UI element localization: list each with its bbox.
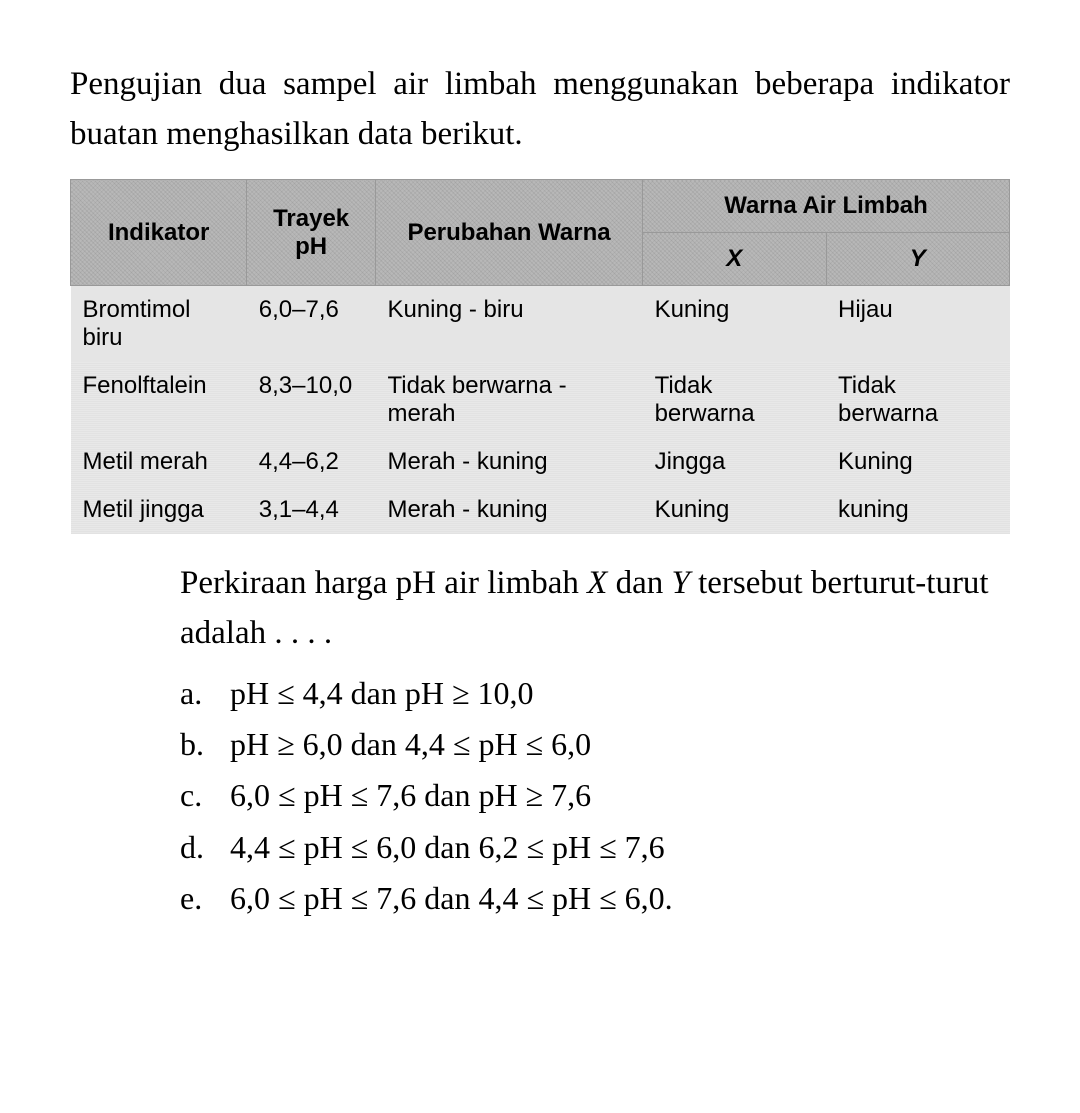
option-item: a. pH ≤ 4,4 dan pH ≥ 10,0 [180,668,1010,719]
conclusion-mid: dan [607,565,671,601]
cell-indikator: Metil merah [71,438,247,486]
header-x: X [643,233,826,286]
header-warna-air: Warna Air Limbah [643,180,1010,233]
cell-x: Tidak berwarna [643,362,826,438]
cell-x: Kuning [643,286,826,363]
header-trayek: Trayek pH [247,180,376,286]
cell-y: kuning [826,486,1009,534]
cell-trayek: 3,1–4,4 [247,486,376,534]
cell-perubahan: Merah - kuning [375,486,642,534]
cell-trayek: 8,3–10,0 [247,362,376,438]
option-label: e. [180,873,230,924]
header-perubahan: Perubahan Warna [375,180,642,286]
cell-perubahan: Tidak berwarna - merah [375,362,642,438]
option-text: pH ≥ 6,0 dan 4,4 ≤ pH ≤ 6,0 [230,719,1010,770]
table-row: Bromtimol biru 6,0–7,6 Kuning - biru Kun… [71,286,1010,363]
conclusion-x: X [587,565,607,601]
cell-perubahan: Merah - kuning [375,438,642,486]
option-text: 6,0 ≤ pH ≤ 7,6 dan 4,4 ≤ pH ≤ 6,0. [230,873,1010,924]
option-text: 6,0 ≤ pH ≤ 7,6 dan pH ≥ 7,6 [230,770,1010,821]
cell-trayek: 6,0–7,6 [247,286,376,363]
header-indikator: Indikator [71,180,247,286]
indicator-table: Indikator Trayek pH Perubahan Warna Warn… [70,179,1010,534]
table-row: Metil jingga 3,1–4,4 Merah - kuning Kuni… [71,486,1010,534]
intro-paragraph: Pengujian dua sampel air limbah mengguna… [70,60,1010,159]
option-item: d. 4,4 ≤ pH ≤ 6,0 dan 6,2 ≤ pH ≤ 7,6 [180,822,1010,873]
conclusion-y: Y [672,565,690,601]
cell-y: Hijau [826,286,1009,363]
option-item: e. 6,0 ≤ pH ≤ 7,6 dan 4,4 ≤ pH ≤ 6,0. [180,873,1010,924]
cell-indikator: Metil jingga [71,486,247,534]
option-label: c. [180,770,230,821]
cell-x: Jingga [643,438,826,486]
option-label: a. [180,668,230,719]
option-item: b. pH ≥ 6,0 dan 4,4 ≤ pH ≤ 6,0 [180,719,1010,770]
cell-x: Kuning [643,486,826,534]
option-text: 4,4 ≤ pH ≤ 6,0 dan 6,2 ≤ pH ≤ 7,6 [230,822,1010,873]
cell-perubahan: Kuning - biru [375,286,642,363]
cell-y: Kuning [826,438,1009,486]
cell-indikator: Bromtimol biru [71,286,247,363]
header-y: Y [826,233,1009,286]
cell-trayek: 4,4–6,2 [247,438,376,486]
cell-y: Tidak berwarna [826,362,1009,438]
conclusion-text: Perkiraan harga pH air limbah X dan Y te… [180,559,1010,658]
option-label: d. [180,822,230,873]
table-row: Metil merah 4,4–6,2 Merah - kuning Jingg… [71,438,1010,486]
options-list: a. pH ≤ 4,4 dan pH ≥ 10,0 b. pH ≥ 6,0 da… [180,668,1010,924]
conclusion-prefix: Perkiraan harga pH air limbah [180,565,587,601]
option-text: pH ≤ 4,4 dan pH ≥ 10,0 [230,668,1010,719]
table-row: Fenolftalein 8,3–10,0 Tidak berwarna - m… [71,362,1010,438]
conclusion-section: Perkiraan harga pH air limbah X dan Y te… [70,559,1010,924]
cell-indikator: Fenolftalein [71,362,247,438]
option-label: b. [180,719,230,770]
table-header-row-1: Indikator Trayek pH Perubahan Warna Warn… [71,180,1010,233]
option-item: c. 6,0 ≤ pH ≤ 7,6 dan pH ≥ 7,6 [180,770,1010,821]
